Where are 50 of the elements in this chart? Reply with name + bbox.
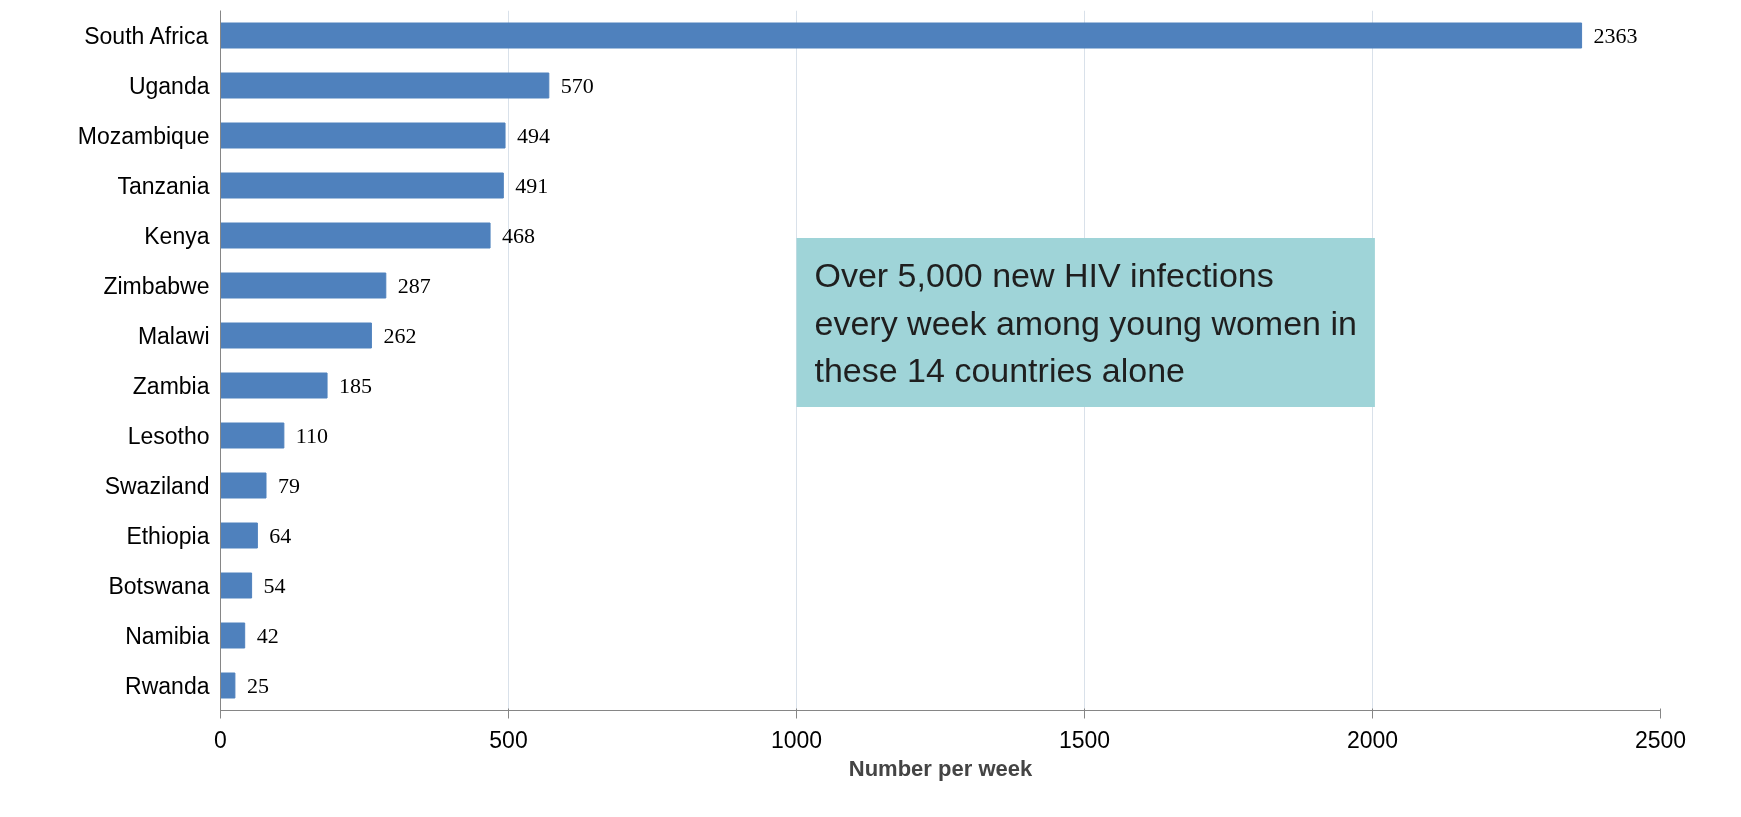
bar (220, 422, 285, 449)
data-label: 570 (560, 72, 594, 98)
y-tick-label: Tanzania (117, 172, 210, 199)
bar (220, 72, 550, 99)
y-tick-label: Zambia (132, 372, 210, 399)
y-tick-label: Ethiopia (126, 522, 210, 549)
bar (220, 522, 258, 549)
y-tick-label: South Africa (84, 22, 209, 49)
bar (220, 572, 253, 599)
y-tick-label: Zimbabwe (103, 272, 210, 299)
x-tick-label: 2500 (1634, 726, 1687, 753)
y-tick-label: Mozambique (77, 122, 210, 149)
y-tick-label: Uganda (128, 72, 210, 99)
bar (220, 322, 372, 349)
y-tick-label: Kenya (144, 222, 210, 249)
data-label: 54 (263, 572, 286, 598)
y-tick-label: Botswana (108, 572, 210, 599)
data-label: 262 (383, 322, 417, 348)
y-tick-label: Swaziland (104, 472, 210, 499)
y-tick-label: Lesotho (127, 422, 210, 449)
bar (220, 272, 387, 299)
data-label: 64 (269, 522, 292, 548)
x-tick-label: 1000 (770, 726, 823, 753)
x-axis-title: Number per week (848, 755, 1033, 781)
data-label: 287 (397, 272, 431, 298)
bar (220, 222, 491, 249)
data-label: 2363 (1593, 22, 1638, 48)
bar (220, 22, 1583, 49)
bar (220, 672, 236, 699)
x-tick-label: 0 (214, 726, 227, 753)
bar (220, 622, 246, 649)
data-label: 491 (515, 172, 549, 198)
data-label: 79 (278, 472, 300, 498)
x-tick-label: 1500 (1058, 726, 1111, 753)
bar (220, 372, 328, 399)
bar (220, 172, 504, 199)
y-tick-label: Rwanda (125, 672, 210, 699)
data-label: 42 (256, 622, 279, 648)
y-tick-label: Malawi (137, 322, 210, 349)
data-label: 185 (339, 372, 373, 398)
x-tick-label: 2000 (1346, 726, 1399, 753)
annotation: Over 5,000 new HIV infections every week among young women in these 14 countries alone (814, 256, 1357, 389)
x-tick-label: 500 (489, 726, 528, 753)
data-label: 25 (246, 672, 269, 698)
y-tick-label: Namibia (125, 622, 210, 649)
data-label: 110 (295, 422, 329, 448)
data-label: 468 (502, 222, 536, 248)
bar (220, 122, 506, 149)
bar (220, 472, 267, 499)
data-label: 494 (517, 122, 551, 148)
